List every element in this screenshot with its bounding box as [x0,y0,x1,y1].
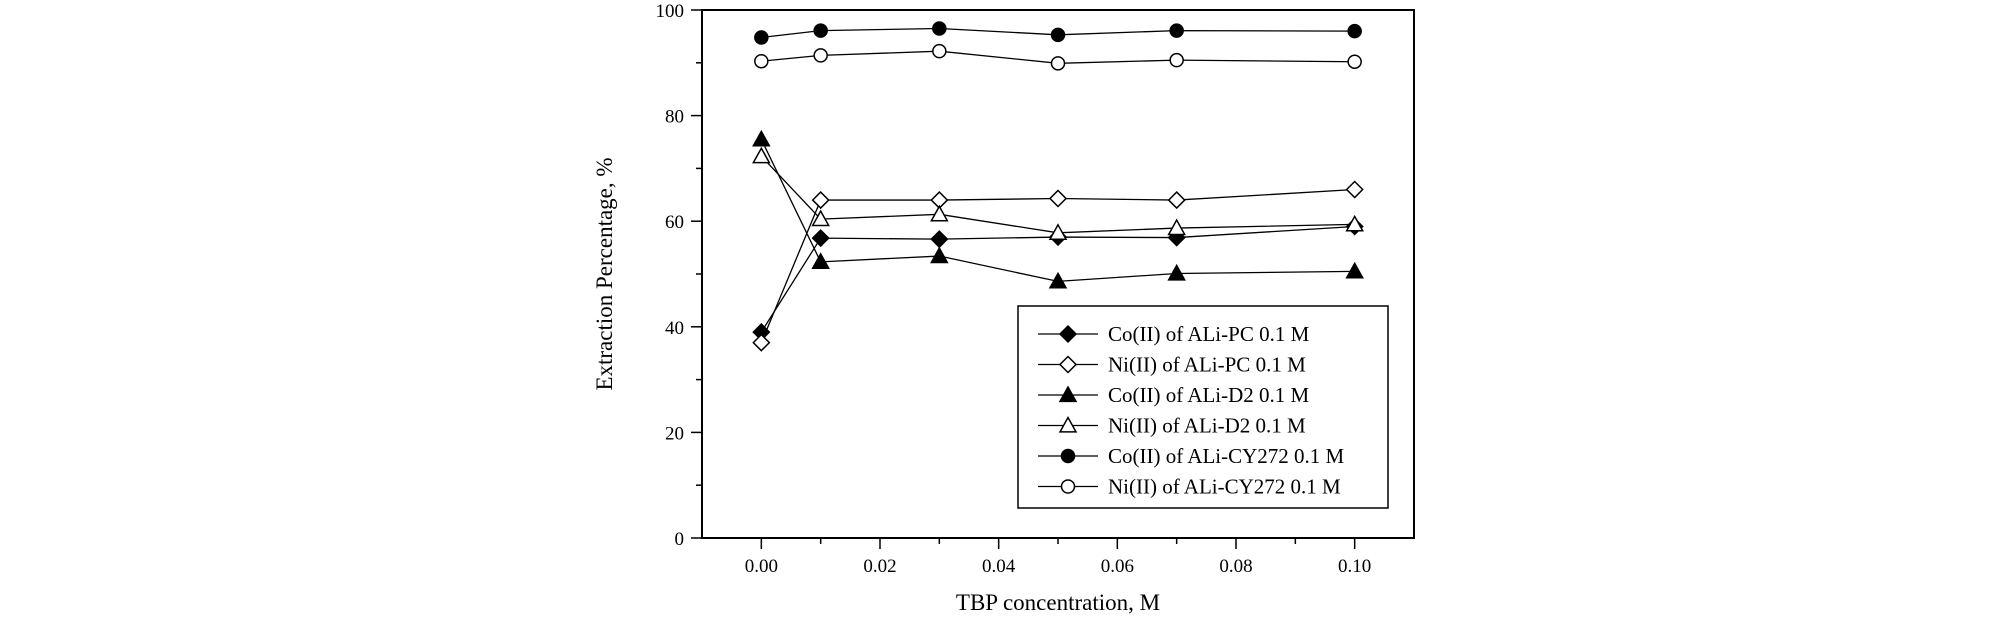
data-point-s3-4 [1048,271,1068,289]
series-line-5 [761,27,1355,39]
data-point-s1-2 [811,229,830,248]
data-point-s5-2 [813,23,828,38]
data-point-s1-3 [930,230,949,249]
data-point-s4-1 [752,146,771,164]
data-point-s3-6 [1345,261,1364,279]
data-point-s3-1 [752,129,771,147]
data-point-s4-2 [811,209,830,227]
data-point-s5-4 [1050,27,1066,43]
x-tick-label: 0.04 [982,556,1016,577]
y-tick-label: 60 [665,212,684,233]
data-point-s4-6 [1345,214,1364,232]
x-tick-label: 0.06 [1101,556,1134,577]
series-markers [752,21,1364,352]
y-axis-label: Extraction Percentage, % [592,157,617,390]
series-line-4 [760,155,1355,234]
data-point-s4-3 [930,204,949,222]
data-point-s2-1 [752,333,771,352]
series-lines [760,27,1355,343]
legend-marker-4 [1058,415,1078,433]
y-axis: 0 20 40 60 80 100 [656,1,702,550]
x-tick-label: 0.00 [745,556,778,577]
legend-marker-3 [1058,385,1078,403]
legend: Co(II) of ALi-PC 0.1 M Ni(II) of ALi-PC 0… [1017,305,1389,509]
data-point-s6-6 [1347,54,1362,69]
data-point-s2-6 [1345,180,1364,199]
y-tick-label: 40 [665,318,684,339]
data-point-s2-2 [811,191,830,210]
y-tick-label: 20 [665,423,684,444]
legend-label-1: Co(II) of ALi-PC 0.1 M [1108,322,1310,346]
data-point-s6-4 [1050,56,1066,71]
data-point-s5-1 [754,30,769,45]
data-point-s5-6 [1347,23,1362,39]
legend-label-5: Co(II) of ALi-CY272 0.1 M [1108,444,1345,468]
legend-label-3: Co(II) of ALi-D2 0.1 M [1108,383,1310,407]
data-point-s3-2 [811,252,830,270]
legend-marker-2 [1058,355,1078,374]
data-point-s2-5 [1167,191,1186,210]
series-line-3 [760,139,1355,283]
data-point-s5-3 [932,21,947,36]
legend-marker-5 [1060,448,1076,464]
x-axis-label: TBP concentration, M [956,590,1160,615]
data-point-s6-1 [754,53,769,69]
x-tick-label: 0.02 [863,556,896,577]
legend-marker-6 [1060,479,1076,494]
data-point-s6-2 [813,48,828,63]
data-point-s4-4 [1048,223,1068,240]
legend-label-4: Ni(II) of ALi-D2 0.1 M [1108,414,1306,438]
series-line-6 [761,50,1355,64]
legend-label-6: Ni(II) of ALi-CY272 0.1 M [1108,475,1341,499]
y-tick-label: 80 [665,107,684,128]
data-point-s6-5 [1169,52,1184,68]
legend-label-2: Ni(II) of ALi-PC 0.1 M [1108,353,1306,377]
legend-box [1017,305,1389,509]
x-axis: 0.00 0.02 0.04 0.06 0.08 0.10 [745,538,1371,577]
data-point-s2-4 [1048,189,1068,208]
data-point-s3-5 [1167,263,1186,281]
series-line-2 [760,188,1355,343]
data-point-s4-5 [1167,218,1186,236]
x-tick-label: 0.10 [1338,556,1371,577]
y-tick-label: 100 [656,1,685,22]
series-line-1 [760,225,1355,333]
data-point-s5-5 [1169,23,1184,38]
legend-marker-1 [1058,324,1078,344]
x-tick-label: 0.08 [1219,556,1252,577]
data-point-s6-3 [932,43,947,59]
data-point-s3-3 [930,246,949,264]
y-tick-label: 0 [675,529,685,550]
